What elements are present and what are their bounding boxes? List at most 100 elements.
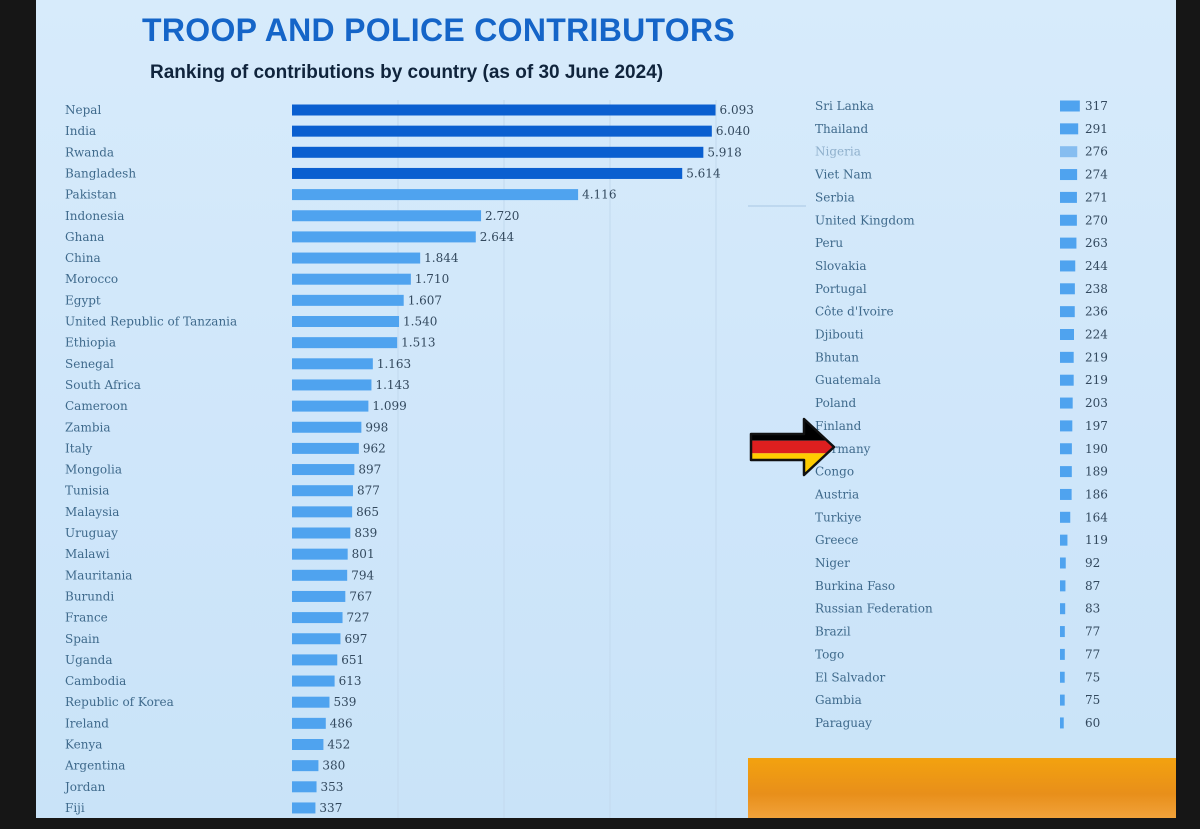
left-value-label: 4.116 <box>582 188 616 202</box>
right-value-label: 75 <box>1085 670 1100 684</box>
left-country-label: Nepal <box>65 103 101 117</box>
left-bar <box>292 294 404 306</box>
left-bar <box>292 358 373 370</box>
left-value-label: 801 <box>352 547 375 561</box>
left-value-label: 1.513 <box>401 336 435 350</box>
right-bar <box>1060 397 1073 409</box>
left-value-label: 5.918 <box>707 145 741 159</box>
left-value-label: 697 <box>344 632 367 646</box>
left-value-label: 865 <box>356 505 379 519</box>
left-bar <box>292 210 482 222</box>
right-value-label: 87 <box>1085 579 1100 593</box>
left-value-label: 486 <box>330 716 353 730</box>
left-bar <box>292 400 369 412</box>
left-country-label: Bangladesh <box>65 166 136 180</box>
left-country-label: Spain <box>65 632 100 646</box>
left-value-label: 1.143 <box>375 378 409 392</box>
right-bar <box>1060 557 1066 569</box>
left-bar <box>292 442 359 454</box>
right-country-label: Austria <box>814 487 859 501</box>
right-country-label: Brazil <box>815 625 851 639</box>
right-bar <box>1060 306 1075 318</box>
left-bar <box>292 146 704 158</box>
left-country-label: Egypt <box>65 293 101 307</box>
right-bar <box>1060 603 1066 615</box>
left-country-label: Kenya <box>65 738 102 752</box>
right-country-label: Portugal <box>815 282 867 296</box>
right-country-label: Poland <box>815 396 857 410</box>
left-value-label: 794 <box>351 568 374 582</box>
right-value-label: 263 <box>1085 236 1108 250</box>
left-value-label: 839 <box>354 526 377 540</box>
left-country-label: Ireland <box>65 716 109 730</box>
right-value-label: 291 <box>1085 122 1108 136</box>
right-bar <box>1060 534 1068 546</box>
left-country-label: Mauritania <box>65 568 132 582</box>
left-country-label: Argentina <box>64 759 125 773</box>
right-country-label: Congo <box>815 465 854 479</box>
right-value-label: 75 <box>1085 693 1100 707</box>
left-bar <box>292 569 348 581</box>
right-value-label: 219 <box>1085 350 1108 364</box>
left-value-label: 1.844 <box>424 251 459 265</box>
right-bar <box>1060 488 1072 500</box>
right-value-label: 77 <box>1085 625 1100 639</box>
right-bar <box>1060 671 1065 683</box>
left-bar <box>292 316 400 327</box>
right-bar <box>1060 214 1077 226</box>
left-bar <box>292 421 362 433</box>
left-bar <box>292 590 346 602</box>
right-country-label: Bhutan <box>815 350 859 364</box>
right-bar <box>1060 420 1073 432</box>
right-country-label: Turkiye <box>815 510 861 524</box>
presentation-slide: TROOP AND POLICE CONTRIBUTORS Ranking of… <box>36 0 1176 818</box>
left-bar <box>292 337 398 349</box>
right-bar <box>1060 169 1078 181</box>
left-value-label: 1.163 <box>377 357 411 371</box>
left-bar <box>292 696 330 708</box>
left-country-label: India <box>65 124 96 138</box>
right-value-label: 77 <box>1085 647 1100 661</box>
right-country-label: Greece <box>815 533 858 547</box>
right-value-label: 92 <box>1085 556 1100 570</box>
left-value-label: 897 <box>358 463 381 477</box>
left-country-label: Malawi <box>65 547 110 561</box>
left-value-label: 1.099 <box>372 399 406 413</box>
right-country-label: Nigeria <box>815 145 861 159</box>
right-country-label: Slovakia <box>815 259 866 273</box>
right-value-label: 238 <box>1085 282 1108 296</box>
right-value-label: 274 <box>1085 168 1108 182</box>
left-country-label: France <box>65 611 108 625</box>
left-value-label: 5.614 <box>686 166 721 180</box>
right-bar <box>1060 466 1072 478</box>
left-value-label: 727 <box>347 611 370 625</box>
right-country-label: Togo <box>815 647 844 661</box>
right-bar <box>1060 123 1079 135</box>
right-value-label: 236 <box>1085 305 1108 319</box>
slide-title: TROOP AND POLICE CONTRIBUTORS <box>142 12 736 48</box>
right-country-label: Viet Nam <box>814 168 873 182</box>
left-value-label: 877 <box>357 484 380 498</box>
right-bar <box>1060 191 1077 203</box>
left-bar <box>292 527 351 539</box>
left-bar <box>292 485 353 497</box>
germany-flag-arrow-icon <box>749 417 836 477</box>
left-country-label: Malaysia <box>65 505 119 519</box>
left-bar <box>292 252 421 264</box>
right-bar <box>1060 443 1072 455</box>
right-bar <box>1060 146 1078 158</box>
left-country-label: South Africa <box>65 378 141 392</box>
right-country-label: United Kingdom <box>815 213 915 227</box>
left-country-label: Morocco <box>65 272 118 286</box>
left-country-label: Ethiopia <box>65 336 116 350</box>
left-country-label: China <box>65 251 101 265</box>
left-country-label: Republic of Korea <box>65 695 174 709</box>
left-bar <box>292 231 476 243</box>
left-bar <box>292 379 372 391</box>
right-bar <box>1060 351 1074 363</box>
left-bar <box>292 717 326 729</box>
right-bar <box>1060 626 1065 638</box>
left-country-label: Jordan <box>63 780 106 794</box>
left-value-label: 2.720 <box>485 209 519 223</box>
left-value-label: 998 <box>365 420 388 434</box>
